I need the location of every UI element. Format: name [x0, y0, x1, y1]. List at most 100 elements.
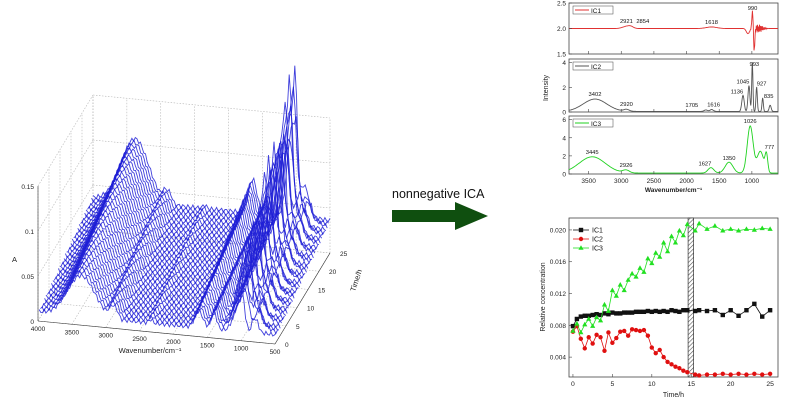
y-tick-label: 6	[562, 117, 566, 124]
x-tick-label: 1000	[745, 178, 760, 185]
x-tick-label: 500	[270, 349, 281, 356]
data-point-circle	[622, 328, 627, 334]
peak-label: 1705	[685, 103, 698, 109]
data-point-square	[704, 308, 710, 314]
data-point-square	[622, 310, 627, 315]
data-point-triangle	[625, 277, 631, 282]
y-tick-label: 0.016	[550, 259, 567, 266]
data-point-triangle	[735, 227, 742, 233]
data-point-square	[720, 312, 725, 318]
data-point-circle	[692, 372, 698, 377]
data-point-square	[618, 311, 623, 316]
x-tick-label: 1500	[200, 342, 215, 349]
x-tick-label: 1500	[712, 178, 727, 185]
y-tick-label: 5	[296, 324, 300, 331]
legend-label: IC1	[591, 8, 602, 15]
data-point-square	[649, 309, 655, 315]
data-point-triangle	[574, 320, 580, 326]
peak-label: 777	[765, 145, 775, 151]
x-tick-label: 2000	[679, 178, 694, 185]
x-tick-label: 15	[687, 381, 695, 388]
z-tick-label: 0	[30, 319, 34, 326]
data-point-square	[736, 313, 741, 318]
spectrum-line	[92, 116, 331, 223]
data-point-circle	[653, 350, 658, 356]
data-point-square	[614, 311, 619, 316]
data-point-square	[590, 312, 595, 318]
y-tick-label: 10	[307, 306, 315, 313]
grid-line	[92, 184, 331, 209]
data-point-circle	[582, 346, 587, 351]
spectrum-line	[80, 133, 319, 250]
spectrum-line	[47, 251, 285, 321]
data-point-triangle	[692, 227, 698, 233]
data-point-circle	[618, 329, 623, 334]
x-tick-label: 0	[571, 381, 575, 388]
x-tick-label: 5	[610, 381, 614, 388]
y-tick-label: 4	[562, 60, 566, 67]
spectrum-line	[45, 234, 284, 322]
data-point-triangle	[712, 223, 718, 228]
ica-arrow: nonnegative ICA	[392, 187, 488, 230]
data-point-triangle	[621, 287, 627, 293]
data-point-circle	[633, 327, 639, 333]
z-tick-label: 0.1	[25, 229, 34, 236]
spectrum-line	[85, 74, 324, 236]
peak-label: 1026	[744, 119, 757, 125]
data-point-triangle	[759, 225, 765, 231]
data-point-square	[677, 309, 682, 315]
legend-box	[572, 5, 614, 15]
data-point-circle	[673, 364, 678, 369]
data-point-triangle	[597, 317, 604, 323]
x-tick-label: 3500	[65, 329, 80, 336]
data-point-triangle	[601, 301, 608, 307]
data-point-square	[712, 308, 718, 313]
right-arrow-icon	[392, 202, 488, 230]
y-tick-label: 0	[562, 172, 566, 179]
ic-panel-frame	[568, 58, 779, 113]
x-axis	[37, 320, 276, 345]
data-point-square	[760, 314, 765, 319]
data-point-circle	[665, 359, 670, 365]
grid-line	[70, 266, 309, 290]
data-point-circle	[669, 362, 674, 367]
legend-box	[572, 61, 614, 71]
data-point-square	[582, 313, 587, 318]
data-point-square	[696, 308, 702, 313]
data-point-circle	[657, 347, 662, 353]
peak-label: 993	[749, 62, 759, 68]
data-point-square	[669, 308, 674, 313]
x-tick-label: 10	[648, 381, 656, 388]
plot-frame	[568, 217, 779, 378]
data-point-circle	[610, 340, 615, 346]
data-point-triangle	[672, 239, 679, 245]
data-point-triangle	[676, 227, 683, 233]
data-point-triangle	[661, 239, 667, 245]
spectrum-line	[53, 224, 292, 306]
legend-box	[572, 118, 614, 128]
data-point-triangle	[704, 226, 710, 231]
data-point-square	[606, 311, 611, 317]
data-point-circle	[696, 373, 702, 378]
data-point-circle	[681, 368, 686, 373]
data-point-triangle	[613, 293, 619, 298]
data-point-circle	[661, 354, 666, 360]
data-point-square	[681, 308, 686, 313]
data-point-square	[665, 309, 670, 315]
peak-label: 835	[764, 94, 774, 100]
ic-spectrum-line	[569, 10, 778, 51]
y-axis	[274, 252, 331, 345]
spectra-3d-chart: 4000 3500 3000 2500 2000 1500 1000 500 0 5 10 15 20 2…	[12, 65, 364, 356]
data-point-circle	[712, 372, 718, 377]
data-point-square	[633, 309, 639, 315]
peak-label: 2920	[620, 102, 633, 108]
data-point-circle	[598, 335, 603, 340]
peak-label: 1136	[731, 89, 743, 95]
legend-label: IC3	[592, 246, 603, 253]
z-axis-title: A	[12, 255, 17, 264]
data-point-triangle	[605, 308, 612, 313]
data-point-circle	[594, 332, 599, 338]
data-point-circle	[767, 371, 773, 377]
ic-panel-frame	[568, 115, 779, 175]
